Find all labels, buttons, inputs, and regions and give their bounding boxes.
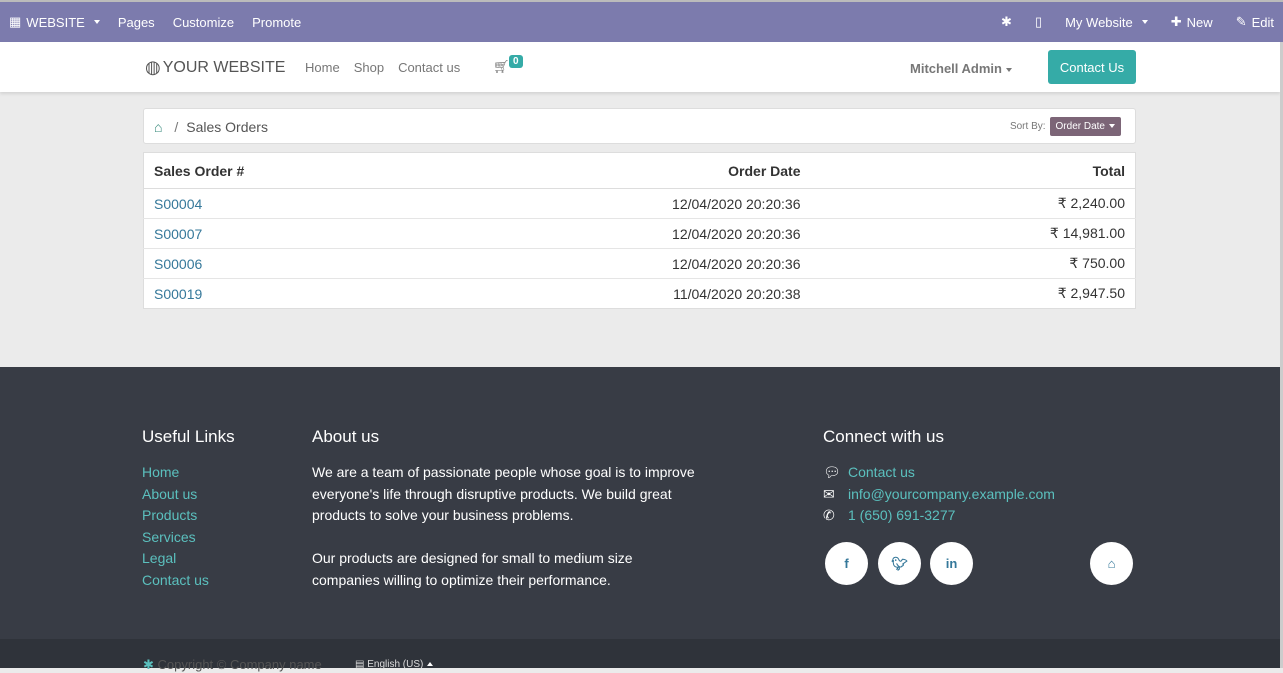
new-button[interactable]: ✚ New [1170, 14, 1213, 30]
pages-menu[interactable]: Pages [117, 14, 155, 30]
footer-link-services[interactable]: Services [142, 528, 196, 545]
connect-email[interactable]: info@yourcompany.example.com [848, 485, 1055, 502]
cart-icon: 🛒︎ [493, 59, 510, 74]
copyright-bar: ✱ Copyright © Company name ▤ English (US… [0, 639, 1280, 672]
table-row[interactable]: S00019 11/04/2020 20:20:38 ₹ 2,947.50 [143, 278, 1136, 309]
sort-dropdown[interactable]: Order Date [1049, 117, 1121, 136]
plus-icon: ✚ [1170, 14, 1182, 29]
about-title: About us [312, 427, 380, 446]
table-row[interactable]: S00004 12/04/2020 20:20:36 ₹ 2,240.00 [143, 188, 1136, 219]
footer-link-contact[interactable]: Contact us [142, 571, 209, 588]
us-flag-icon: ▤ [355, 659, 365, 670]
bug-icon: ✱ [143, 657, 154, 672]
header-date: Order Date [410, 152, 811, 189]
facebook-icon[interactable]: f [825, 542, 868, 585]
footer: Useful Links Home About us Products Serv… [0, 367, 1280, 639]
mobile-icon[interactable]: ▯ [1034, 14, 1043, 29]
about-text-2: Our products are designed for small to m… [312, 550, 633, 588]
header-order: Sales Order # [143, 152, 411, 189]
edit-button[interactable]: ✎ Edit [1235, 14, 1274, 30]
connect-title: Connect with us [823, 427, 944, 446]
footer-link-home[interactable]: Home [142, 464, 180, 480]
breadcrumb: ⌂ / Sales Orders Sort By: Order Date [143, 108, 1136, 144]
bug-icon[interactable]: ✱ [1001, 14, 1012, 29]
editor-topbar: ▦ WEBSITE Pages Customize Promote ✱ ▯ My … [0, 0, 1283, 42]
sales-orders-table: Sales Order # Order Date Total S00004 12/… [143, 152, 1136, 309]
twitter-icon[interactable]: 🐦︎ [878, 542, 921, 585]
scrollbar[interactable] [1280, 42, 1283, 668]
order-link[interactable]: S00019 [154, 285, 203, 302]
apps-menu[interactable]: ▦ WEBSITE [0, 14, 109, 30]
table-row[interactable]: S00006 12/04/2020 20:20:36 ₹ 750.00 [143, 248, 1136, 279]
table-row[interactable]: S00007 12/04/2020 20:20:36 ₹ 14,981.00 [143, 218, 1136, 249]
nav-shop[interactable]: Shop [353, 60, 385, 75]
phone-icon: ✆ [823, 507, 835, 524]
about-text: We are a team of passionate people whose… [312, 464, 695, 524]
order-link[interactable]: S00004 [154, 195, 203, 212]
footer-link-products[interactable]: Products [142, 507, 198, 524]
nav-contact[interactable]: Contact us [398, 60, 461, 75]
promote-menu[interactable]: Promote [252, 14, 302, 30]
order-link[interactable]: S00006 [154, 255, 203, 272]
footer-link-legal[interactable]: Legal [142, 550, 177, 567]
site-logo[interactable]: ◍ YOUR WEBSITE [145, 57, 286, 77]
connect-contact[interactable]: Contact us [848, 464, 915, 480]
pencil-icon: ✎ [1235, 14, 1247, 29]
home-icon[interactable]: ⌂ [1090, 542, 1133, 585]
customize-menu[interactable]: Customize [172, 14, 235, 30]
sort-label: Sort By: [1009, 121, 1046, 132]
nav-home[interactable]: Home [305, 60, 340, 75]
contact-us-button[interactable]: Contact Us [1048, 50, 1136, 84]
home-icon[interactable]: ⌂ [154, 119, 163, 135]
connect-phone[interactable]: 1 (650) 691-3277 [848, 507, 956, 524]
breadcrumb-current: Sales Orders [186, 119, 268, 135]
cart-link[interactable]: 🛒︎ 0 [493, 55, 523, 75]
grid-icon: ▦ [9, 14, 22, 29]
footer-link-about[interactable]: About us [142, 485, 198, 502]
useful-links-title: Useful Links [142, 427, 235, 446]
cart-count: 0 [509, 55, 523, 68]
header-total: Total [810, 152, 1136, 189]
comment-icon: 💬︎ [823, 464, 841, 480]
linkedin-icon[interactable]: in [930, 542, 973, 585]
language-selector[interactable]: ▤ English (US) [355, 659, 434, 670]
user-menu[interactable]: Mitchell Admin [910, 61, 1012, 76]
globe-icon: ◍ [145, 57, 161, 77]
website-selector[interactable]: My Website [1056, 15, 1157, 30]
order-link[interactable]: S00007 [154, 225, 203, 242]
envelope-icon: ✉ [823, 485, 835, 502]
site-header: ◍ YOUR WEBSITE Home Shop Contact us 🛒︎ 0 M… [0, 42, 1280, 92]
